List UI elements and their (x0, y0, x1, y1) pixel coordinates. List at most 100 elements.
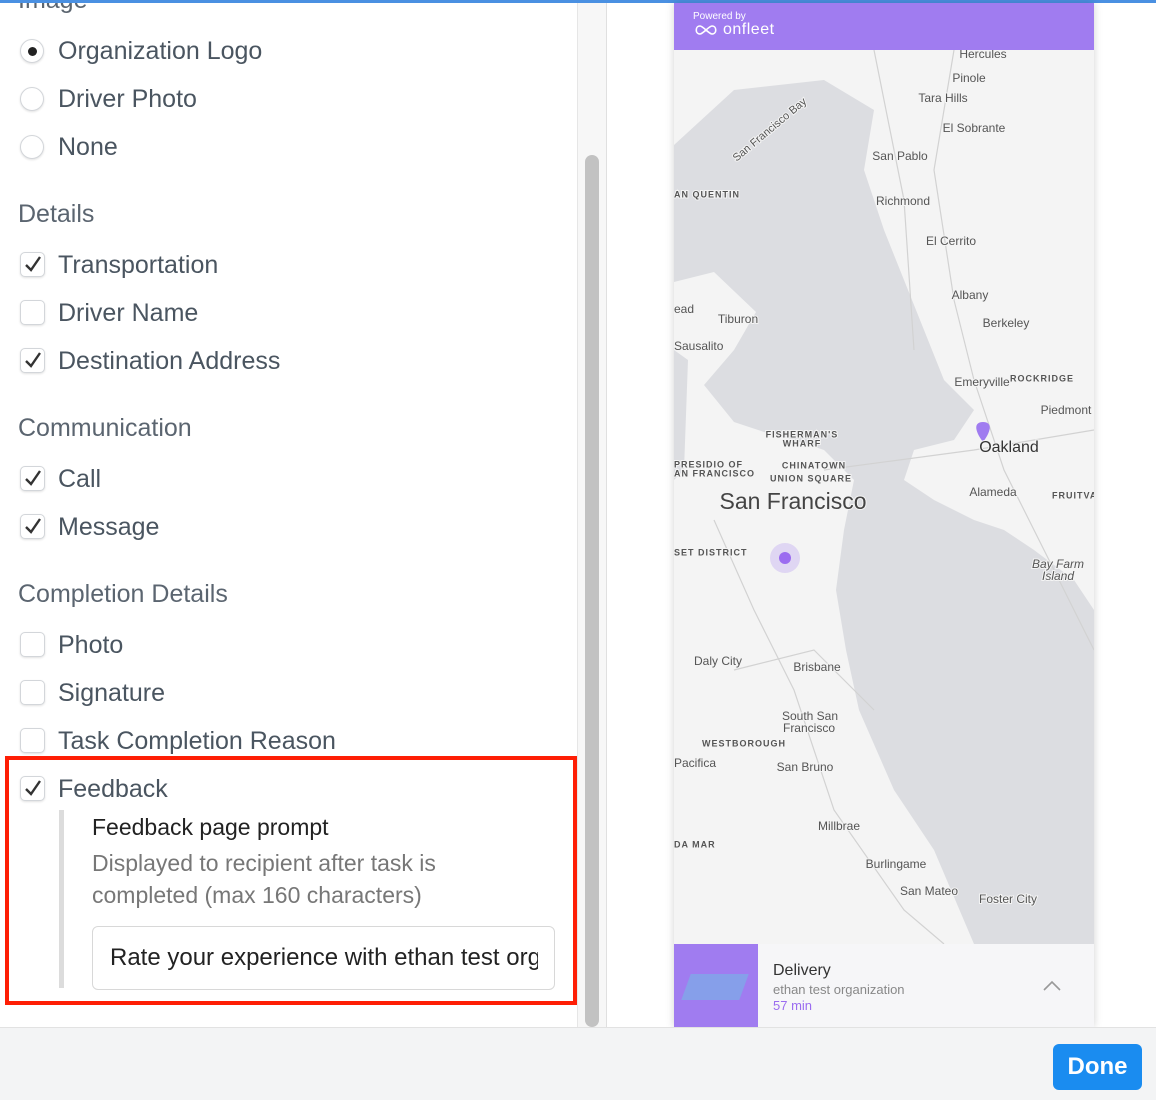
map-label: SET DISTRICT (674, 547, 748, 557)
brand-logo (695, 25, 717, 35)
map-label: Francisco (783, 721, 835, 735)
scrollbar-track (577, 3, 607, 1027)
section-heading: Image (18, 3, 87, 15)
highlight-box (5, 756, 577, 1005)
radio-button[interactable] (20, 87, 44, 111)
map-label: AN QUENTIN (674, 189, 740, 199)
map-label: Foster City (979, 892, 1037, 906)
map-label: San Bruno (777, 760, 834, 774)
option-label[interactable]: Transportation (58, 251, 219, 279)
checkbox[interactable] (20, 776, 45, 801)
option-label[interactable]: Task Completion Reason (58, 727, 336, 755)
powered-by: Powered by (693, 11, 746, 22)
map-label: Albany (952, 288, 989, 302)
card-image (674, 944, 758, 1027)
top-border (0, 0, 1156, 3)
map-label: ead (674, 302, 694, 316)
map-label: FRUITVAL (1052, 490, 1094, 500)
section-heading: Completion Details (18, 580, 228, 608)
map-label: Piedmont (1041, 403, 1092, 417)
option-label[interactable]: Feedback (58, 775, 168, 803)
map-label: ROCKRIDGE (1010, 373, 1074, 383)
map-label: Hercules (959, 50, 1006, 61)
section-heading: Communication (18, 414, 192, 442)
map-label: AN FRANCISCO (674, 468, 755, 478)
checkbox[interactable] (20, 252, 45, 277)
prompt-help: Displayed to recipient after task is com… (92, 850, 436, 908)
map-label: Sausalito (674, 339, 724, 353)
map-label: Berkeley (983, 316, 1030, 330)
map-label: WESTBOROUGH (702, 738, 786, 748)
map-label: Island (1042, 569, 1074, 583)
map-label: Tara Hills (918, 91, 967, 105)
map-label: Bay Farm (1032, 557, 1084, 571)
section-heading: Details (18, 200, 95, 228)
destination-pin (976, 422, 990, 442)
brand-name: onfleet (723, 21, 775, 38)
radio-button[interactable] (20, 135, 44, 159)
settings-panel: Image Organization Logo Driver Photo None De… (0, 3, 577, 1027)
map: Hercules Pinole Tara Hills El Sobrante San P… (674, 50, 1094, 944)
footer: Done (0, 1027, 1156, 1100)
check-mark (25, 470, 41, 486)
check-mark (25, 518, 41, 534)
map-label: DA MAR (674, 839, 716, 849)
card-eta: 57 min (773, 998, 813, 1013)
map-label: Burlingame (866, 857, 927, 871)
check-mark (25, 352, 41, 368)
checkbox[interactable] (20, 348, 45, 373)
check-mark (25, 780, 41, 796)
map-label: Alameda (969, 485, 1017, 499)
indent-bar (59, 810, 64, 988)
map-label: Oakland (979, 439, 1039, 456)
map-label: Pinole (952, 71, 986, 85)
card-illustration (681, 974, 749, 1000)
checkbox[interactable] (20, 680, 45, 705)
prompt-title: Feedback page prompt (92, 814, 329, 840)
option-label[interactable]: Call (58, 465, 102, 493)
map-label: Tiburon (718, 312, 758, 326)
expand-chevron[interactable] (1042, 980, 1062, 992)
driver-dot (779, 552, 791, 564)
option-label[interactable]: Destination Address (58, 347, 281, 375)
option-label[interactable]: Driver Photo (58, 85, 197, 113)
map-label: Daly City (694, 654, 742, 668)
scrollbar-thumb[interactable] (585, 155, 599, 1027)
checkbox[interactable] (20, 632, 45, 657)
preview-header: Powered by onfleet (674, 3, 1094, 50)
map-ocean (674, 350, 688, 480)
map-roads (713, 50, 1094, 944)
phone-preview: Powered by onfleet Hercules Pinole Tara Hi… (674, 3, 1094, 1027)
delivery-card[interactable]: Delivery ethan test organization 57 min (674, 944, 1094, 1027)
map-label: South San (782, 709, 838, 723)
map-label: UNION SQUARE (770, 473, 852, 483)
option-label[interactable]: None (58, 133, 118, 161)
option-label[interactable]: Message (58, 513, 160, 541)
radio-button[interactable] (20, 39, 44, 63)
map-label: Emeryville (954, 375, 1010, 389)
map-label: Pacifica (674, 756, 716, 770)
map-label: San Mateo (900, 884, 958, 898)
map-label: Richmond (876, 194, 930, 208)
checkbox[interactable] (20, 728, 45, 753)
card-title: Delivery (773, 962, 831, 979)
map-water (674, 80, 1094, 944)
map-label: San Pablo (872, 149, 928, 163)
map-label: San Francisco (719, 488, 866, 514)
input-text: Rate your experience with ethan test org… (110, 944, 538, 971)
map-label: Millbrae (818, 819, 860, 833)
checkbox[interactable] (20, 466, 45, 491)
option-label[interactable]: Organization Logo (58, 37, 263, 65)
option-label[interactable]: Driver Name (58, 299, 199, 327)
map-label: FISHERMAN'S (766, 429, 839, 439)
checkbox[interactable] (20, 514, 45, 539)
prompt-input[interactable]: Rate your experience with ethan test org… (92, 926, 555, 990)
card-organization: ethan test organization (773, 982, 905, 997)
map-label: El Cerrito (926, 234, 976, 248)
option-label[interactable]: Signature (58, 679, 166, 707)
option-label[interactable]: Photo (58, 631, 124, 659)
checkbox[interactable] (20, 300, 45, 325)
done-button[interactable]: Done (1053, 1044, 1142, 1090)
map-label: Brisbane (793, 660, 841, 674)
map-label: WHARF (783, 438, 822, 448)
